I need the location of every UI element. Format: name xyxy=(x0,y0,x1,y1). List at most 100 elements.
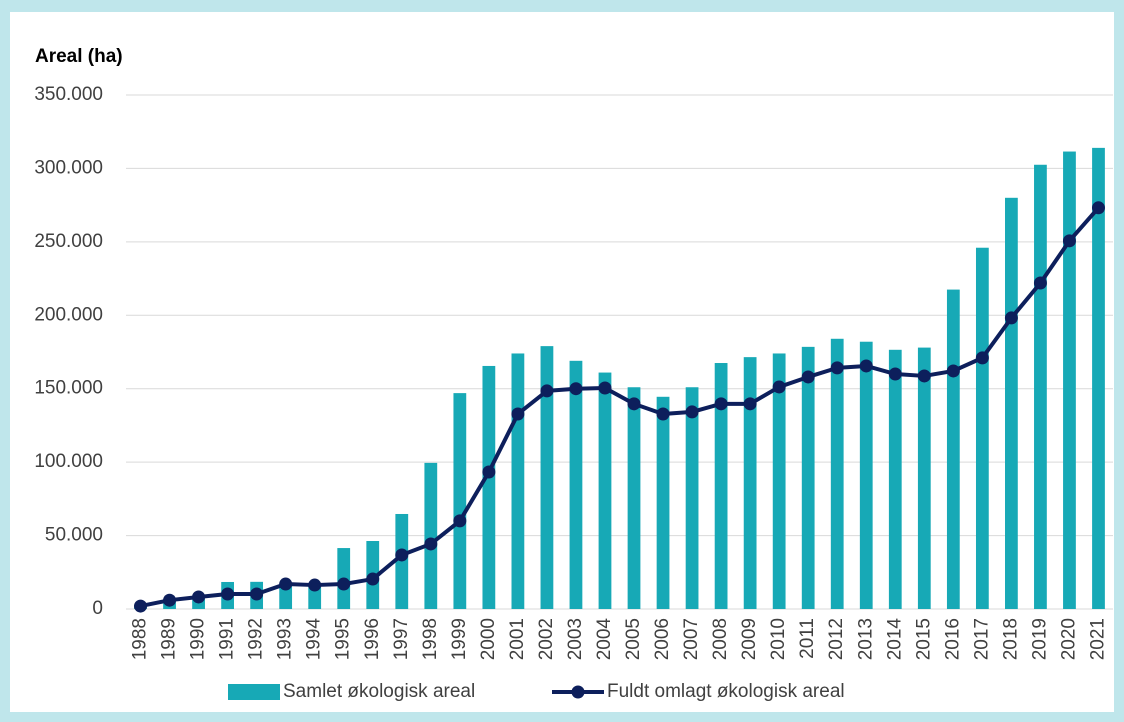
x-tick-label: 2003 xyxy=(565,618,586,660)
x-tick-label: 2018 xyxy=(1000,618,1021,660)
x-tick-label: 1989 xyxy=(159,618,180,660)
bar xyxy=(1063,151,1076,610)
x-tick-label: 1991 xyxy=(217,618,238,660)
line-marker xyxy=(511,407,525,421)
bar xyxy=(395,513,409,609)
legend-label: Samlet økologisk areal xyxy=(283,681,475,702)
bar xyxy=(627,387,641,609)
line-marker xyxy=(743,397,757,411)
line-marker xyxy=(482,465,496,479)
bar xyxy=(540,346,554,609)
bar xyxy=(685,387,699,609)
x-tick-label: 1998 xyxy=(420,618,441,660)
x-tick-label: 1992 xyxy=(246,618,267,660)
bar xyxy=(192,598,205,609)
line-marker xyxy=(395,548,409,562)
x-tick-label: 1994 xyxy=(304,618,325,661)
line-marker xyxy=(1091,201,1105,215)
bar xyxy=(975,247,989,609)
y-tick-label: 250.000 xyxy=(34,231,103,252)
y-tick-label: 100.000 xyxy=(34,451,103,472)
line-marker xyxy=(1033,276,1047,290)
line-marker xyxy=(975,351,989,365)
line-marker xyxy=(337,577,351,591)
bar xyxy=(859,341,873,609)
x-tick-label: 2013 xyxy=(855,618,876,660)
line-marker xyxy=(598,381,612,395)
line-marker xyxy=(946,364,960,378)
legend-swatch xyxy=(228,684,280,700)
x-tick-label: 2001 xyxy=(507,618,528,660)
x-tick-label: 1999 xyxy=(449,618,470,660)
bar xyxy=(424,462,438,609)
line-marker xyxy=(1062,234,1076,248)
bar xyxy=(453,393,467,609)
bar xyxy=(482,365,496,609)
line-marker xyxy=(279,577,293,591)
bar xyxy=(1092,147,1105,609)
x-tick-label: 2014 xyxy=(884,618,905,661)
line-marker xyxy=(424,537,438,551)
y-tick-label: 200.000 xyxy=(34,304,103,325)
x-tick-label: 2020 xyxy=(1058,618,1079,660)
line-marker xyxy=(134,599,148,613)
x-tick-label: 2002 xyxy=(536,618,557,660)
line-marker xyxy=(250,587,264,601)
line xyxy=(140,206,1100,609)
legend-marker xyxy=(571,685,585,699)
y-axis-label: Areal (ha) xyxy=(35,46,123,67)
line-marker xyxy=(221,587,235,601)
x-tick-label: 2008 xyxy=(710,618,731,660)
x-tick-label: 2005 xyxy=(623,618,644,660)
line-marker xyxy=(366,572,380,586)
bar xyxy=(1005,197,1018,610)
x-tick-label: 2006 xyxy=(652,618,673,660)
line-marker xyxy=(569,382,583,396)
line-marker xyxy=(830,361,844,375)
line-marker xyxy=(714,397,728,411)
line-marker xyxy=(1004,311,1018,325)
line-marker xyxy=(801,370,815,384)
bar xyxy=(917,347,931,609)
x-tick-label: 1996 xyxy=(362,618,383,660)
line-marker xyxy=(685,405,699,419)
y-tick-label: 150.000 xyxy=(34,378,103,399)
legend-label: Fuldt omlagt økologisk areal xyxy=(607,681,845,702)
line-marker xyxy=(859,359,873,373)
x-tick-label: 2010 xyxy=(768,618,789,660)
y-tick-label: 300.000 xyxy=(34,157,103,178)
line-marker xyxy=(772,380,786,394)
bar xyxy=(279,585,293,609)
line-marker xyxy=(453,514,467,528)
x-tick-label: 2000 xyxy=(478,618,499,660)
line-marker xyxy=(308,578,322,592)
y-tick-label: 50.000 xyxy=(45,525,103,546)
bar xyxy=(1034,164,1047,609)
x-tick-label: 2017 xyxy=(971,618,992,660)
bar xyxy=(830,338,844,609)
x-tick-label: 1993 xyxy=(275,618,296,660)
line-marker xyxy=(627,397,641,411)
line-marker xyxy=(540,384,554,398)
y-tick-label: 350.000 xyxy=(34,84,103,105)
x-tick-label: 2019 xyxy=(1029,618,1050,660)
bar xyxy=(801,346,815,609)
bar xyxy=(511,353,525,609)
bar xyxy=(888,349,902,609)
x-tick-label: 2007 xyxy=(681,618,702,660)
line-marker xyxy=(656,407,670,421)
bar xyxy=(569,360,583,609)
bar xyxy=(946,289,960,609)
x-tick-label: 2016 xyxy=(942,618,963,660)
bar xyxy=(772,353,786,609)
x-tick-label: 1997 xyxy=(391,618,412,660)
line-marker xyxy=(917,369,931,383)
bar xyxy=(598,372,612,609)
x-tick-label: 1988 xyxy=(130,618,151,660)
line-marker xyxy=(888,367,902,381)
x-tick-label: 1990 xyxy=(188,618,209,660)
y-tick-label: 0 xyxy=(92,598,103,619)
line-marker xyxy=(192,590,206,604)
x-tick-label: 2009 xyxy=(739,618,760,660)
